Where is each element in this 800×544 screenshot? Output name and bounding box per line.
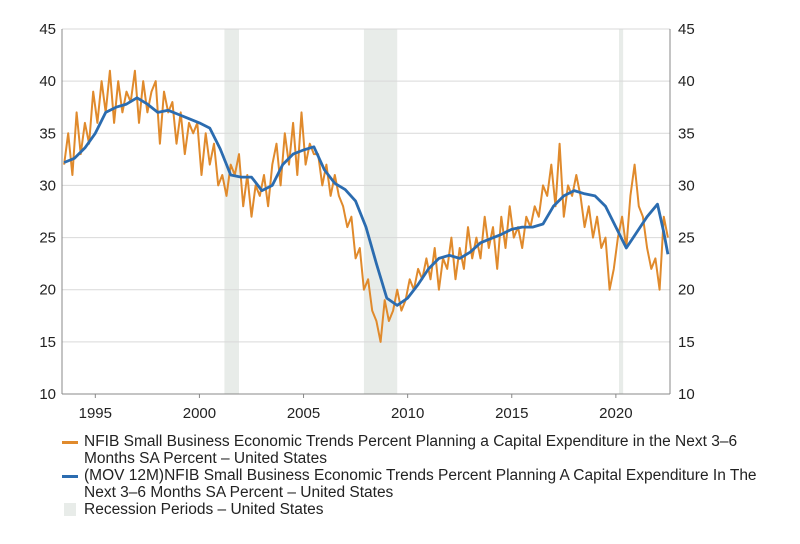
y-tick-label-right: 10 bbox=[678, 386, 695, 403]
y-tick-label-left: 30 bbox=[39, 177, 56, 194]
legend: NFIB Small Business Economic Trends Perc… bbox=[62, 433, 762, 518]
y-tick-label-left: 10 bbox=[39, 386, 56, 403]
legend-item-moving-average: (MOV 12M)NFIB Small Business Economic Tr… bbox=[62, 467, 762, 501]
x-tick-label: 2005 bbox=[287, 405, 320, 422]
x-tick-label: 1995 bbox=[79, 405, 112, 422]
legend-swatch-moving-average bbox=[62, 475, 78, 478]
x-tick-label: 2015 bbox=[495, 405, 528, 422]
y-tick-label-right: 15 bbox=[678, 334, 695, 351]
recession-band-1 bbox=[224, 29, 239, 394]
legend-label-monthly: NFIB Small Business Economic Trends Perc… bbox=[84, 433, 738, 467]
y-tick-label-right: 40 bbox=[678, 73, 695, 90]
axes bbox=[61, 29, 671, 395]
series-line-moving-average bbox=[63, 96, 670, 307]
y-tick-label-left: 25 bbox=[39, 230, 56, 247]
recession-bands bbox=[224, 29, 624, 394]
y-tick-label-right: 20 bbox=[678, 282, 695, 299]
legend-label-recession: Recession Periods – United States bbox=[84, 501, 324, 518]
y-tick-label-right: 25 bbox=[678, 230, 695, 247]
x-tick-label: 2020 bbox=[599, 405, 632, 422]
y-tick-label-left: 15 bbox=[39, 334, 56, 351]
legend-item-monthly: NFIB Small Business Economic Trends Perc… bbox=[62, 433, 762, 467]
y-tick-label-left: 20 bbox=[39, 282, 56, 299]
x-tick-label: 2000 bbox=[183, 405, 216, 422]
y-tick-label-left: 35 bbox=[39, 125, 56, 142]
x-axis: 1995 2000 2005 2010 2015 2020 bbox=[79, 394, 633, 422]
x-tick-label: 2010 bbox=[391, 405, 424, 422]
legend-item-recession: Recession Periods – United States bbox=[62, 501, 762, 518]
legend-label-moving-average: (MOV 12M)NFIB Small Business Economic Tr… bbox=[84, 467, 757, 501]
y-axis-left: 10 15 20 25 30 35 40 45 bbox=[39, 21, 56, 403]
y-tick-label-left: 40 bbox=[39, 73, 56, 90]
legend-swatch-monthly bbox=[62, 441, 78, 444]
series bbox=[63, 69, 670, 343]
y-tick-label-right: 35 bbox=[678, 125, 695, 142]
y-axis-right: 10 15 20 25 30 35 40 45 bbox=[678, 21, 695, 403]
series-line-monthly bbox=[63, 69, 669, 343]
y-tick-label-right: 30 bbox=[678, 177, 695, 194]
legend-swatch-recession bbox=[64, 503, 76, 516]
y-tick-label-left: 45 bbox=[39, 21, 56, 38]
y-tick-label-right: 45 bbox=[678, 21, 695, 38]
recession-band-3 bbox=[618, 29, 624, 394]
